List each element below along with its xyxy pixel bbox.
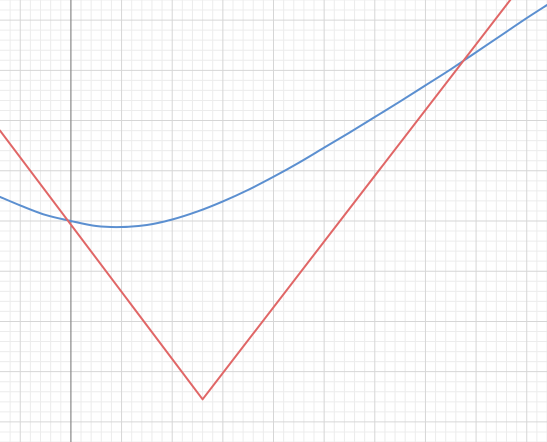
series-line-red — [0, 0, 512, 401]
series-layer — [0, 0, 547, 401]
series-line-blue — [0, 4, 547, 229]
